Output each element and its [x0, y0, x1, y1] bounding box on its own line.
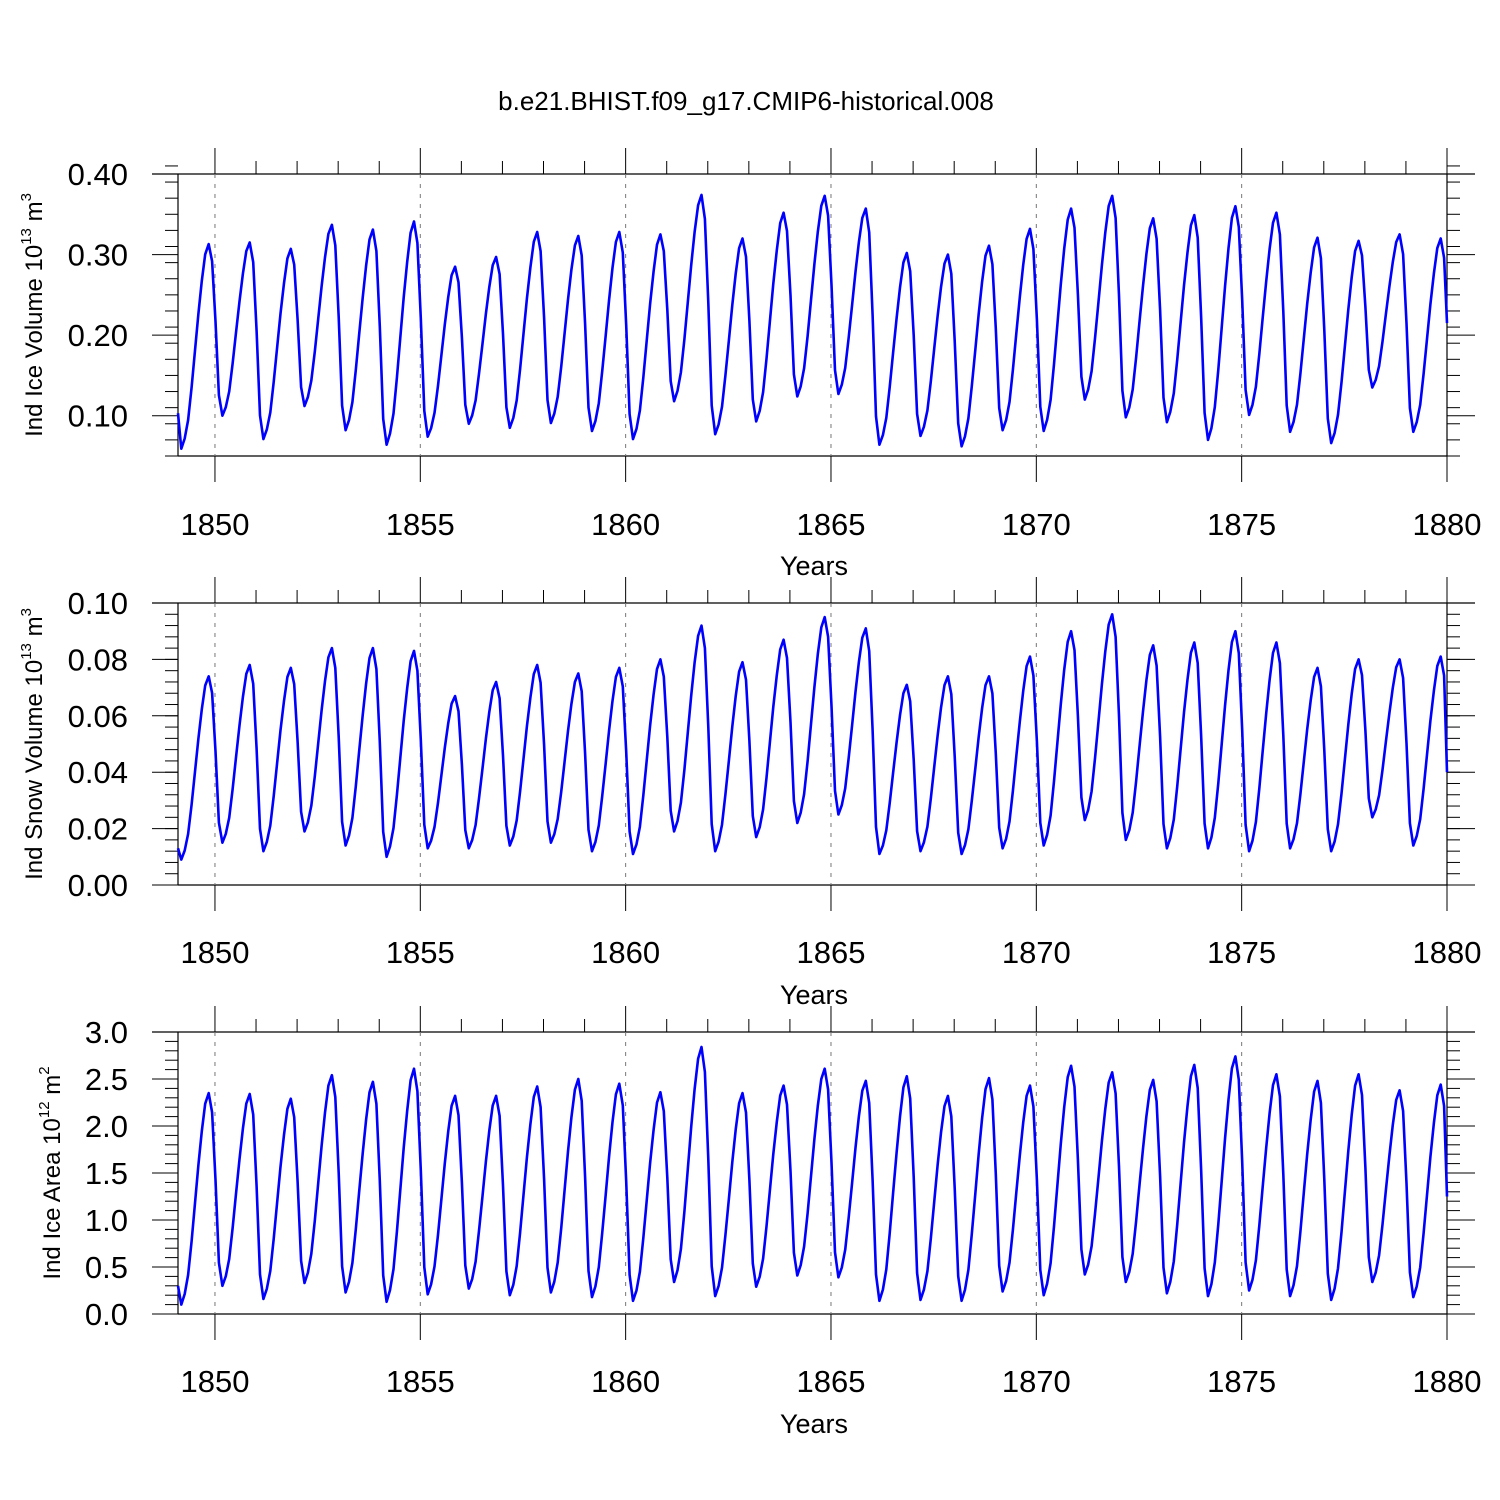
x-tick-label: 1880 — [1413, 1364, 1482, 1399]
y-tick-label: 0.5 — [85, 1250, 128, 1285]
y-axis-label: Ind Snow Volume 1013 m3 — [18, 608, 48, 880]
y-axis-label-unit: m — [21, 201, 48, 228]
x-tick-label: 1880 — [1413, 935, 1482, 970]
x-tick-label: 1855 — [386, 935, 455, 970]
y-axis-label: Ind Ice Area 1012 m2 — [36, 1066, 66, 1279]
y-tick-label: 3.0 — [85, 1015, 128, 1050]
y-axis-label-unit-exponent: 3 — [18, 608, 35, 616]
y-tick-label: 0.06 — [68, 699, 128, 734]
x-tick-label: 1860 — [591, 935, 660, 970]
x-axis-label: Years — [780, 551, 848, 581]
x-tick-label: 1870 — [1002, 1364, 1071, 1399]
x-tick-label: 1865 — [796, 935, 865, 970]
y-axis-label-text: Ind Ice Volume 10 — [21, 245, 48, 437]
y-axis-label-exponent: 13 — [18, 228, 35, 245]
x-tick-label: 1870 — [1002, 507, 1071, 542]
y-tick-label: 2.5 — [85, 1062, 128, 1097]
y-tick-label: 0.10 — [68, 399, 128, 434]
y-axis-label-unit: m — [39, 1075, 66, 1102]
y-tick-label: 0.10 — [68, 586, 128, 621]
x-tick-label: 1850 — [180, 1364, 249, 1399]
y-axis-label-unit-exponent: 3 — [18, 193, 35, 201]
x-tick-label: 1870 — [1002, 935, 1071, 970]
y-axis-label: Ind Ice Volume 1013 m3 — [18, 193, 48, 437]
y-axis-label-unit: m — [21, 616, 48, 643]
y-tick-label: 0.02 — [68, 812, 128, 847]
ind-ice-volume-panel: 0.10 0.20 0.30 0.40 1850 1855 1860 1865 1870 1875… — [18, 148, 1481, 581]
x-tick-label: 1855 — [386, 1364, 455, 1399]
ind-snow-volume-line — [176, 613, 1449, 861]
x-tick-label: 1880 — [1413, 507, 1482, 542]
y-tick-label: 0.08 — [68, 642, 128, 677]
y-tick-label: 1.5 — [85, 1156, 128, 1191]
ind-snow-volume-panel: 0.00 0.02 0.04 0.06 0.08 0.10 1850 1855 1860 1865… — [18, 577, 1481, 1010]
y-tick-label: 2.0 — [85, 1109, 128, 1144]
x-axis-label: Years — [780, 1409, 848, 1439]
y-tick-label: 1.0 — [85, 1203, 128, 1238]
x-tick-label: 1865 — [796, 507, 865, 542]
y-tick-label: 0.40 — [68, 157, 128, 192]
y-axis-label-exponent: 12 — [36, 1101, 53, 1118]
x-tick-label: 1875 — [1207, 507, 1276, 542]
x-tick-label: 1875 — [1207, 935, 1276, 970]
y-tick-label: 0.00 — [68, 868, 128, 903]
y-tick-label: 0.0 — [85, 1297, 128, 1332]
y-axis-label-text: Ind Snow Volume 10 — [21, 660, 48, 880]
x-tick-label: 1865 — [796, 1364, 865, 1399]
x-axis-label: Years — [780, 980, 848, 1010]
ind-ice-area-line — [176, 1045, 1449, 1306]
y-tick-label: 0.30 — [68, 238, 128, 273]
y-axis-label-unit-exponent: 2 — [36, 1066, 53, 1074]
x-tick-label: 1855 — [386, 507, 455, 542]
y-tick-label: 0.04 — [68, 755, 128, 790]
x-tick-label: 1850 — [180, 935, 249, 970]
x-tick-label: 1860 — [591, 1364, 660, 1399]
y-axis-label-exponent: 13 — [18, 643, 35, 660]
ind-ice-area-panel: 0.0 0.5 1.0 1.5 2.0 2.5 3.0 1850 1855 1860 1865 187… — [36, 1006, 1481, 1439]
y-axis-label-text: Ind Ice Area 10 — [39, 1118, 66, 1279]
x-tick-label: 1875 — [1207, 1364, 1276, 1399]
y-tick-label: 0.20 — [68, 318, 128, 353]
panels: 0.10 0.20 0.30 0.40 1850 1855 1860 1865 1870 1875… — [18, 148, 1481, 1439]
x-tick-label: 1860 — [591, 507, 660, 542]
ind-ice-volume-line — [176, 193, 1449, 450]
figure-title: b.e21.BHIST.f09_g17.CMIP6-historical.008 — [498, 86, 994, 116]
x-tick-label: 1850 — [180, 507, 249, 542]
